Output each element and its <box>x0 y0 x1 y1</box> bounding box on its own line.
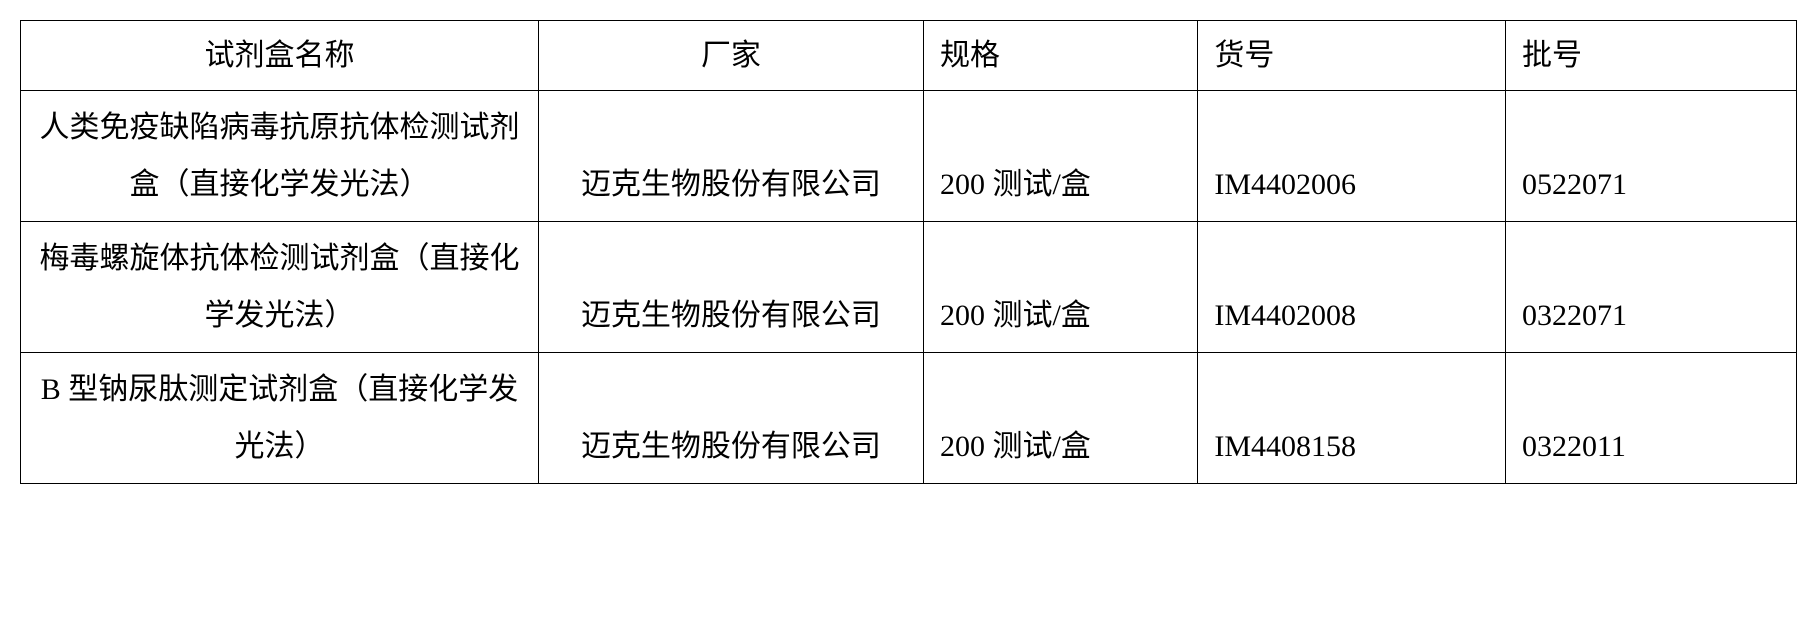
col-header-spec: 规格 <box>923 21 1197 91</box>
col-header-lot: 批号 <box>1505 21 1796 91</box>
cell-vendor: 迈克生物股份有限公司 <box>538 353 923 484</box>
cell-lot: 0322071 <box>1505 222 1796 353</box>
col-header-code: 货号 <box>1198 21 1506 91</box>
cell-name: 人类免疫缺陷病毒抗原抗体检测试剂盒（直接化学发光法） <box>21 91 539 222</box>
cell-spec: 200 测试/盒 <box>923 353 1197 484</box>
cell-vendor: 迈克生物股份有限公司 <box>538 91 923 222</box>
cell-name: 梅毒螺旋体抗体检测试剂盒（直接化学发光法） <box>21 222 539 353</box>
cell-vendor: 迈克生物股份有限公司 <box>538 222 923 353</box>
table-row: 梅毒螺旋体抗体检测试剂盒（直接化学发光法） 迈克生物股份有限公司 200 测试/… <box>21 222 1797 353</box>
table-header-row: 试剂盒名称 厂家 规格 货号 批号 <box>21 21 1797 91</box>
cell-name: B 型钠尿肽测定试剂盒（直接化学发光法） <box>21 353 539 484</box>
cell-code: IM4408158 <box>1198 353 1506 484</box>
cell-lot: 0322011 <box>1505 353 1796 484</box>
table-row: 人类免疫缺陷病毒抗原抗体检测试剂盒（直接化学发光法） 迈克生物股份有限公司 20… <box>21 91 1797 222</box>
table-row: B 型钠尿肽测定试剂盒（直接化学发光法） 迈克生物股份有限公司 200 测试/盒… <box>21 353 1797 484</box>
cell-code: IM4402006 <box>1198 91 1506 222</box>
cell-spec: 200 测试/盒 <box>923 91 1197 222</box>
cell-lot: 0522071 <box>1505 91 1796 222</box>
cell-code: IM4402008 <box>1198 222 1506 353</box>
reagent-kit-table: 试剂盒名称 厂家 规格 货号 批号 人类免疫缺陷病毒抗原抗体检测试剂盒（直接化学… <box>20 20 1797 484</box>
cell-spec: 200 测试/盒 <box>923 222 1197 353</box>
col-header-name: 试剂盒名称 <box>21 21 539 91</box>
col-header-vendor: 厂家 <box>538 21 923 91</box>
